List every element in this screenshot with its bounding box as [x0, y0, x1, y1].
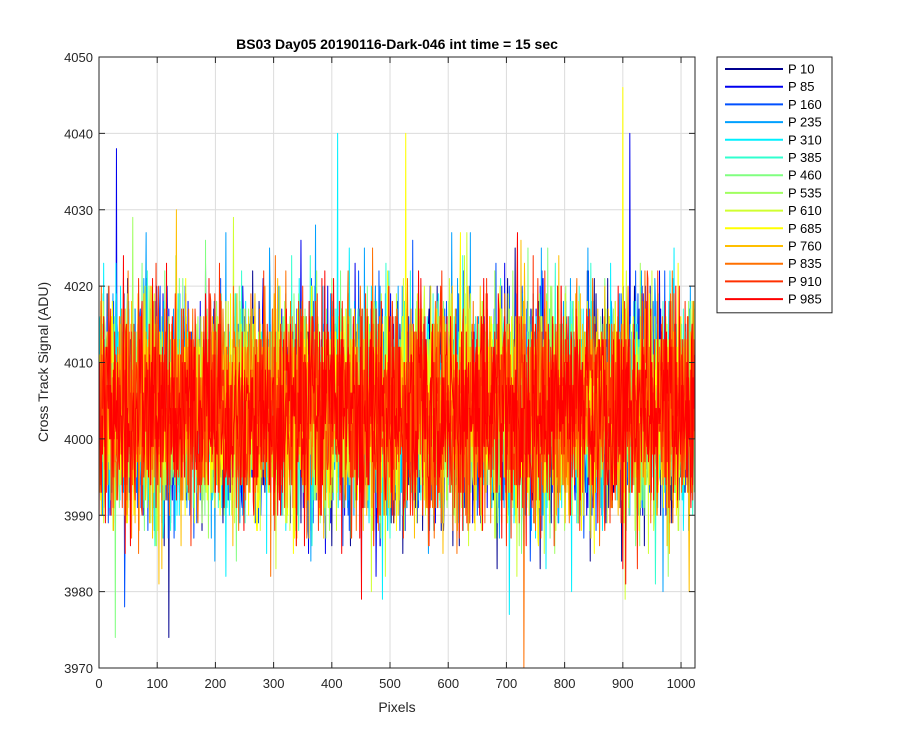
legend-label-p-835: P 835 — [788, 256, 822, 271]
series-line-p-985 — [98, 232, 695, 600]
x-tick-label-4: 400 — [321, 676, 343, 691]
chart-title: BS03 Day05 20190116-Dark-046 int time = … — [236, 36, 558, 52]
legend-label-p-385: P 385 — [788, 150, 822, 165]
x-tick-label-0: 0 — [95, 676, 102, 691]
legend-label-p-910: P 910 — [788, 274, 822, 289]
y-tick-label-2: 3990 — [64, 508, 93, 523]
axis-ticks: 0 100 200 300 400 500 600 700 800 900 1000 3970 3980… — [64, 50, 695, 691]
legend-label-p-760: P 760 — [788, 239, 822, 254]
x-tick-label-1: 100 — [146, 676, 168, 691]
legend-label-p-160: P 160 — [788, 97, 822, 112]
legend-label-p-535: P 535 — [788, 185, 822, 200]
x-tick-label-6: 600 — [437, 676, 459, 691]
x-tick-label-2: 200 — [205, 676, 227, 691]
x-tick-label-7: 700 — [496, 676, 518, 691]
y-tick-label-6: 4030 — [64, 203, 93, 218]
legend-label-p-10: P 10 — [788, 62, 815, 77]
x-tick-label-3: 300 — [263, 676, 285, 691]
x-tick-label-8: 800 — [554, 676, 576, 691]
legend-label-p-235: P 235 — [788, 115, 822, 130]
x-tick-label-10: 1000 — [667, 676, 696, 691]
legend: P 10 P 85 P 160 P 235 P 310 P 385 P 460 P 535 P … — [716, 56, 833, 314]
legend-label-p-85: P 85 — [788, 79, 815, 94]
y-tick-label-1: 3980 — [64, 585, 93, 600]
y-tick-label-7: 4040 — [64, 126, 93, 141]
y-tick-label-4: 4010 — [64, 356, 93, 371]
x-tick-label-5: 500 — [379, 676, 401, 691]
y-tick-label-8: 4050 — [64, 50, 93, 65]
legend-label-p-310: P 310 — [788, 132, 822, 147]
y-tick-label-0: 3970 — [64, 661, 93, 676]
y-tick-label-5: 4020 — [64, 279, 93, 294]
series-line-p-910 — [98, 255, 695, 570]
legend-label-p-460: P 460 — [788, 168, 822, 183]
legend-label-p-985: P 985 — [788, 292, 822, 307]
x-axis-label: Pixels — [378, 699, 415, 715]
x-tick-label-9: 900 — [612, 676, 634, 691]
legend-label-p-610: P 610 — [788, 203, 822, 218]
legend-label-p-685: P 685 — [788, 221, 822, 236]
y-axis-label: Cross Track Signal (ADU) — [35, 282, 51, 442]
y-tick-label-3: 4000 — [64, 432, 93, 447]
legend-box — [716, 56, 833, 314]
series-lines — [98, 87, 695, 669]
